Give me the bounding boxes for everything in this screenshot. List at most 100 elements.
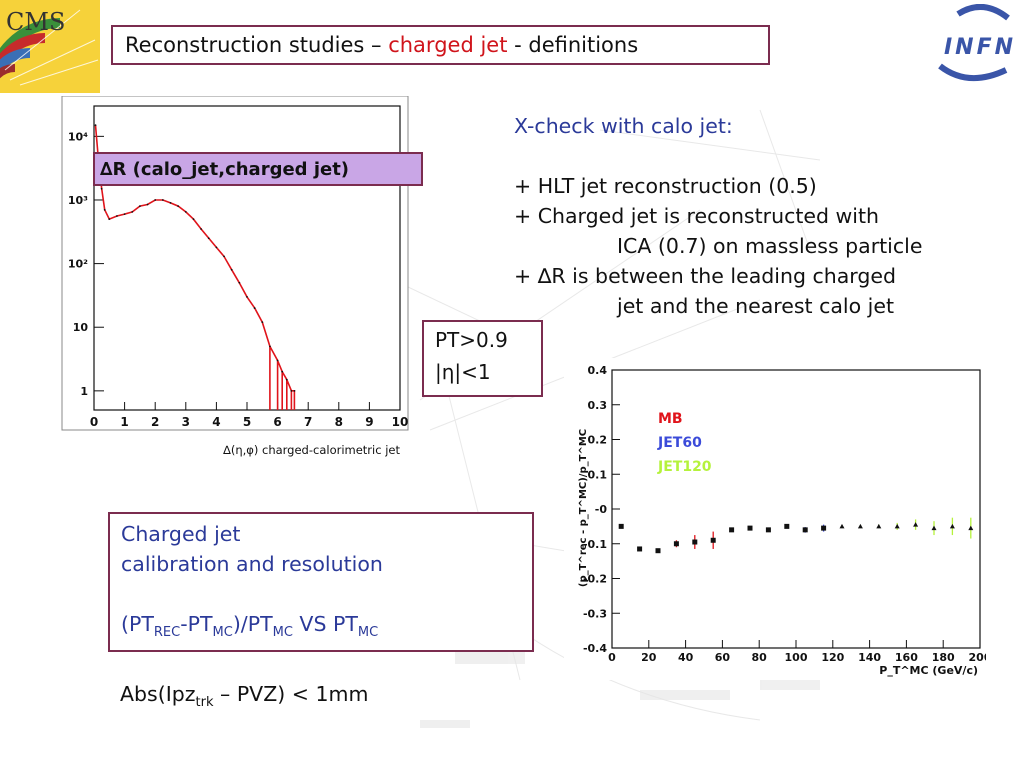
histogram-bin [200,228,203,230]
xcheck-line: + HLT jet reconstruction (0.5) [514,174,817,198]
y-tick-label: 10 [73,321,89,334]
x-tick-label: 10 [392,415,409,429]
data-point [894,523,900,529]
x-tick-label: 100 [785,651,808,664]
data-point [913,522,919,527]
data-point [765,527,771,533]
y-tick-label: 0.3 [588,399,608,412]
histogram-bin [230,268,233,271]
histogram-bin [269,345,271,348]
cuts-box: PT>0.9 |η|<1 [422,320,543,397]
x-tick-label: 60 [715,651,731,664]
y-tick-label: 1 [80,385,88,398]
histogram-bin [238,281,241,284]
x-tick-label: 120 [821,651,844,664]
x-tick-label: 200 [969,651,986,664]
calibration-line: Charged jet [121,522,241,546]
data-point [729,527,735,533]
histogram-bin [169,201,172,204]
svg-text:INFN: INFN [944,35,1016,60]
legend-entry: JET60 [657,435,702,451]
y-tick-label: 10³ [68,194,88,207]
x-tick-label: 140 [858,651,881,664]
y-tick-label: 0.1 [588,468,608,481]
histogram-bin [131,210,134,213]
x-tick-label: 1 [120,415,128,429]
xcheck-line: jet and the nearest calo jet [617,294,895,318]
data-point [673,541,679,547]
histogram-bin [192,218,195,221]
histogram-bin [281,370,284,373]
x-tick-label: 180 [932,651,955,664]
calibration-box: Charged jet calibration and resolution (… [108,512,534,652]
histogram-bin [290,389,293,392]
data-point [931,525,937,531]
x-tick-label: 40 [678,651,694,664]
resolution-xlabel: P_T^MC (GeV/c) [879,664,978,677]
histogram-bin [123,213,126,215]
xcheck-line: + ∆R is between the leading charged [514,264,897,288]
x-tick-label: 160 [895,651,918,664]
x-tick-label: 80 [752,651,768,664]
histogram-bin [100,187,103,190]
histogram-bin [261,321,264,324]
histogram-bin [207,237,210,240]
histogram-bin [253,307,256,309]
data-point [618,523,624,529]
data-point [637,546,643,552]
data-point [949,523,955,529]
title-box: Reconstruction studies – charged jet - d… [111,25,770,65]
data-point [802,527,808,533]
data-point [968,525,974,531]
histogram-bin [161,199,164,201]
pt-cut: PT>0.9 [435,328,508,352]
histogram-xlabel: ∆(η,φ) charged-calorimetric jet [222,443,400,457]
svg-text:CMS: CMS [6,8,65,36]
cms-logo: CMS [0,0,100,93]
data-point [692,539,698,545]
x-tick-label: 2 [151,415,159,429]
histogram-bin [285,378,288,381]
histogram-bin [139,205,141,208]
x-tick-label: 7 [304,415,312,429]
data-point [710,537,716,543]
histogram-bin [146,203,149,206]
data-point [821,525,827,531]
xcheck-heading: X-check with calo jet: [514,114,733,138]
resolution-ylabel: (p_T^rec - p_T^MC)/p_T^MC [578,429,589,587]
y-tick-label: 0.2 [588,434,608,447]
x-tick-label: 3 [182,415,190,429]
x-tick-label: 6 [273,415,281,429]
data-point [655,548,661,554]
xcheck-line: + Charged jet is reconstructed with [514,204,880,228]
histogram-bin [154,199,157,201]
x-tick-label: 20 [641,651,657,664]
histogram-bin [184,210,187,213]
histogram-bin [293,389,296,392]
legend-entry: MB [658,411,683,427]
resolution-plot: 0 20 40 60 80 100 120 140 160 180 200 0.4 0.3 0.2 0.1… [564,358,986,680]
data-point [876,523,882,529]
histogram-label: ∆R (calo_jet,charged jet) [93,152,423,186]
histogram-bin [215,246,218,249]
histogram-bin [246,295,248,298]
histogram-bin [223,255,225,258]
data-point [839,523,845,529]
legend-entry: JET120 [657,459,712,475]
x-tick-label: 4 [212,415,220,429]
data-point [857,523,863,529]
vertex-cut: Abs(Ipztrk – PVZ) < 1mm [120,682,369,711]
histogram-bin [108,218,111,221]
calibration-formula: (PTREC-PTMC)/PTMC VS PTMC [121,612,379,641]
data-point [747,525,753,531]
histogram-bin [276,359,279,362]
y-tick-label: -0.1 [583,538,607,551]
y-tick-label: -0.4 [583,642,607,655]
infn-logo: INFN [928,4,1020,84]
x-tick-label: 5 [243,415,251,429]
xcheck-text: X-check with calo jet: + HLT jet reconst… [514,111,922,321]
histogram-bin [177,205,180,208]
page-title: Reconstruction studies – charged jet - d… [125,33,639,57]
delta-r-histogram: 0 1 2 3 4 5 6 7 8 9 10 1 10 10² 10³ 10⁴ ∆(η,φ) charged… [61,96,409,457]
title-highlight: charged jet [388,33,508,57]
